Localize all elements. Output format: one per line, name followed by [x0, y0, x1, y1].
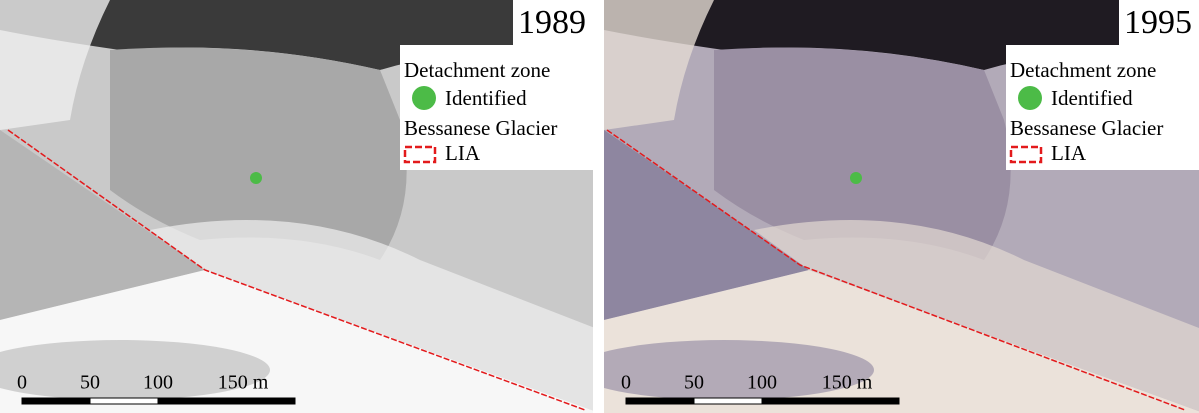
- legend-symbol: [1018, 86, 1042, 110]
- scale-label: 150 m: [218, 372, 269, 394]
- year-label: 1989: [518, 4, 586, 41]
- map-panel: 1995 Detachment zone Identified Bessanese G…: [604, 0, 1199, 413]
- legend-title: Bessanese Glacier: [404, 116, 557, 140]
- scale-segment: [761, 397, 832, 405]
- lia-boundary: [606, 129, 1186, 411]
- legend-box: [400, 45, 593, 170]
- snow-field: [0, 0, 110, 130]
- scale-segment: [21, 397, 91, 405]
- scale-segment: [625, 397, 695, 405]
- legend-item: Identified: [1051, 86, 1133, 110]
- legend-title: Bessanese Glacier: [1010, 116, 1163, 140]
- glacier-upper: [754, 220, 1199, 412]
- rock-slope: [0, 130, 205, 320]
- scale-label: 0: [621, 372, 631, 394]
- legend-item: LIA: [445, 141, 481, 165]
- scale-segment: [226, 397, 296, 405]
- scale-label: 50: [80, 372, 100, 394]
- legend-symbol: [1009, 145, 1043, 164]
- legend-title: Detachment zone: [404, 58, 550, 82]
- legend-title: Detachment zone: [1010, 58, 1156, 82]
- scale-label: 50: [684, 372, 704, 394]
- legend-symbol: [403, 145, 437, 164]
- scale-segment: [157, 397, 228, 405]
- debris: [0, 340, 270, 400]
- scale-label: 0: [17, 372, 27, 394]
- rock-slope: [604, 130, 809, 320]
- legend-symbol: [412, 86, 436, 110]
- legend-box: [1006, 45, 1199, 170]
- scale-segment: [693, 397, 763, 405]
- glacier-upper: [150, 220, 593, 411]
- legend-item: LIA: [1051, 141, 1087, 165]
- detachment-point: [850, 172, 862, 184]
- year-box: [1119, 0, 1199, 45]
- scale-segment: [89, 397, 159, 405]
- detachment-point: [250, 172, 262, 184]
- scale-label: 150 m: [822, 372, 873, 394]
- year-label: 1995: [1124, 4, 1192, 41]
- debris: [604, 340, 874, 400]
- legend-item: Identified: [445, 86, 527, 110]
- scale-label: 100: [747, 372, 777, 394]
- scale-segment: [830, 397, 900, 405]
- rock-face: [714, 47, 1011, 260]
- lia-boundary: [7, 129, 586, 411]
- map-panel: 1989 Detachment zone Identified Bessanese G…: [0, 0, 593, 413]
- year-box: [513, 0, 593, 45]
- rock-face: [110, 47, 407, 260]
- scale-label: 100: [143, 372, 173, 394]
- snow-field: [604, 0, 714, 130]
